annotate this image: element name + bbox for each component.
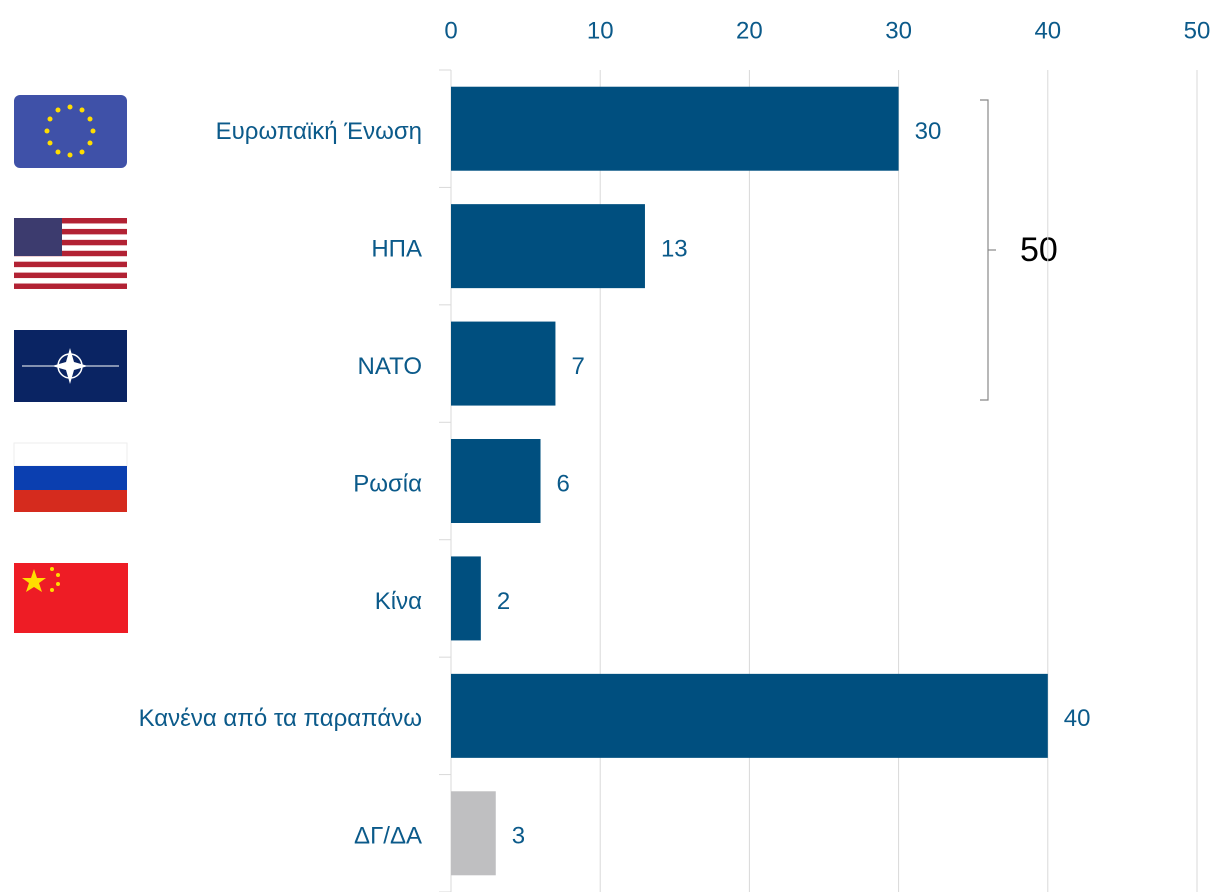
category-label: ΗΠΑ <box>371 235 422 262</box>
value-label: 7 <box>571 353 584 380</box>
x-tick-label: 50 <box>1184 17 1211 44</box>
nato-star <box>52 348 88 384</box>
bar <box>451 86 899 171</box>
cn-small-stars <box>50 567 60 592</box>
bar <box>451 321 556 406</box>
x-tick-label: 20 <box>736 17 763 44</box>
plot: 0 10 20 30 40 50 Ευρωπαϊκή Ένωση 30 ΗΠΑ 13 ΝΑΤΟ 7 Ρω… <box>139 17 1211 892</box>
bar <box>451 673 1048 758</box>
category-label: ΔΓ/ΔΑ <box>354 823 422 850</box>
ru-blue <box>14 466 127 490</box>
category-label: Κίνα <box>375 588 422 615</box>
cn-flag <box>14 563 128 633</box>
eu-stars <box>44 104 96 158</box>
bracket-line <box>980 99 989 401</box>
value-label: 3 <box>512 823 525 850</box>
eu-flag <box>14 95 127 168</box>
category-label: Κανένα από τα παραπάνω <box>139 705 422 732</box>
x-tick-label: 0 <box>444 17 457 44</box>
us-canton <box>14 218 62 256</box>
bar <box>451 204 645 289</box>
bar <box>451 556 481 641</box>
ru-white <box>13 442 128 467</box>
x-tick-label: 40 <box>1034 17 1061 44</box>
value-label: 13 <box>661 235 688 262</box>
value-label: 6 <box>557 470 570 497</box>
value-label: 30 <box>915 118 942 145</box>
value-label: 40 <box>1064 705 1091 732</box>
ru-red <box>14 490 127 512</box>
x-tick-label: 30 <box>885 17 912 44</box>
value-label: 2 <box>497 588 510 615</box>
category-label: ΝΑΤΟ <box>358 353 422 380</box>
category-label: Ευρωπαϊκή Ένωση <box>216 118 422 145</box>
bracket <box>980 99 996 401</box>
cn-star <box>22 569 46 592</box>
bar <box>451 439 541 523</box>
x-tick-label: 10 <box>587 17 614 44</box>
flags <box>13 95 128 633</box>
bar <box>451 791 496 876</box>
category-label: Ρωσία <box>353 470 422 497</box>
annotation: 50 <box>1020 231 1058 269</box>
